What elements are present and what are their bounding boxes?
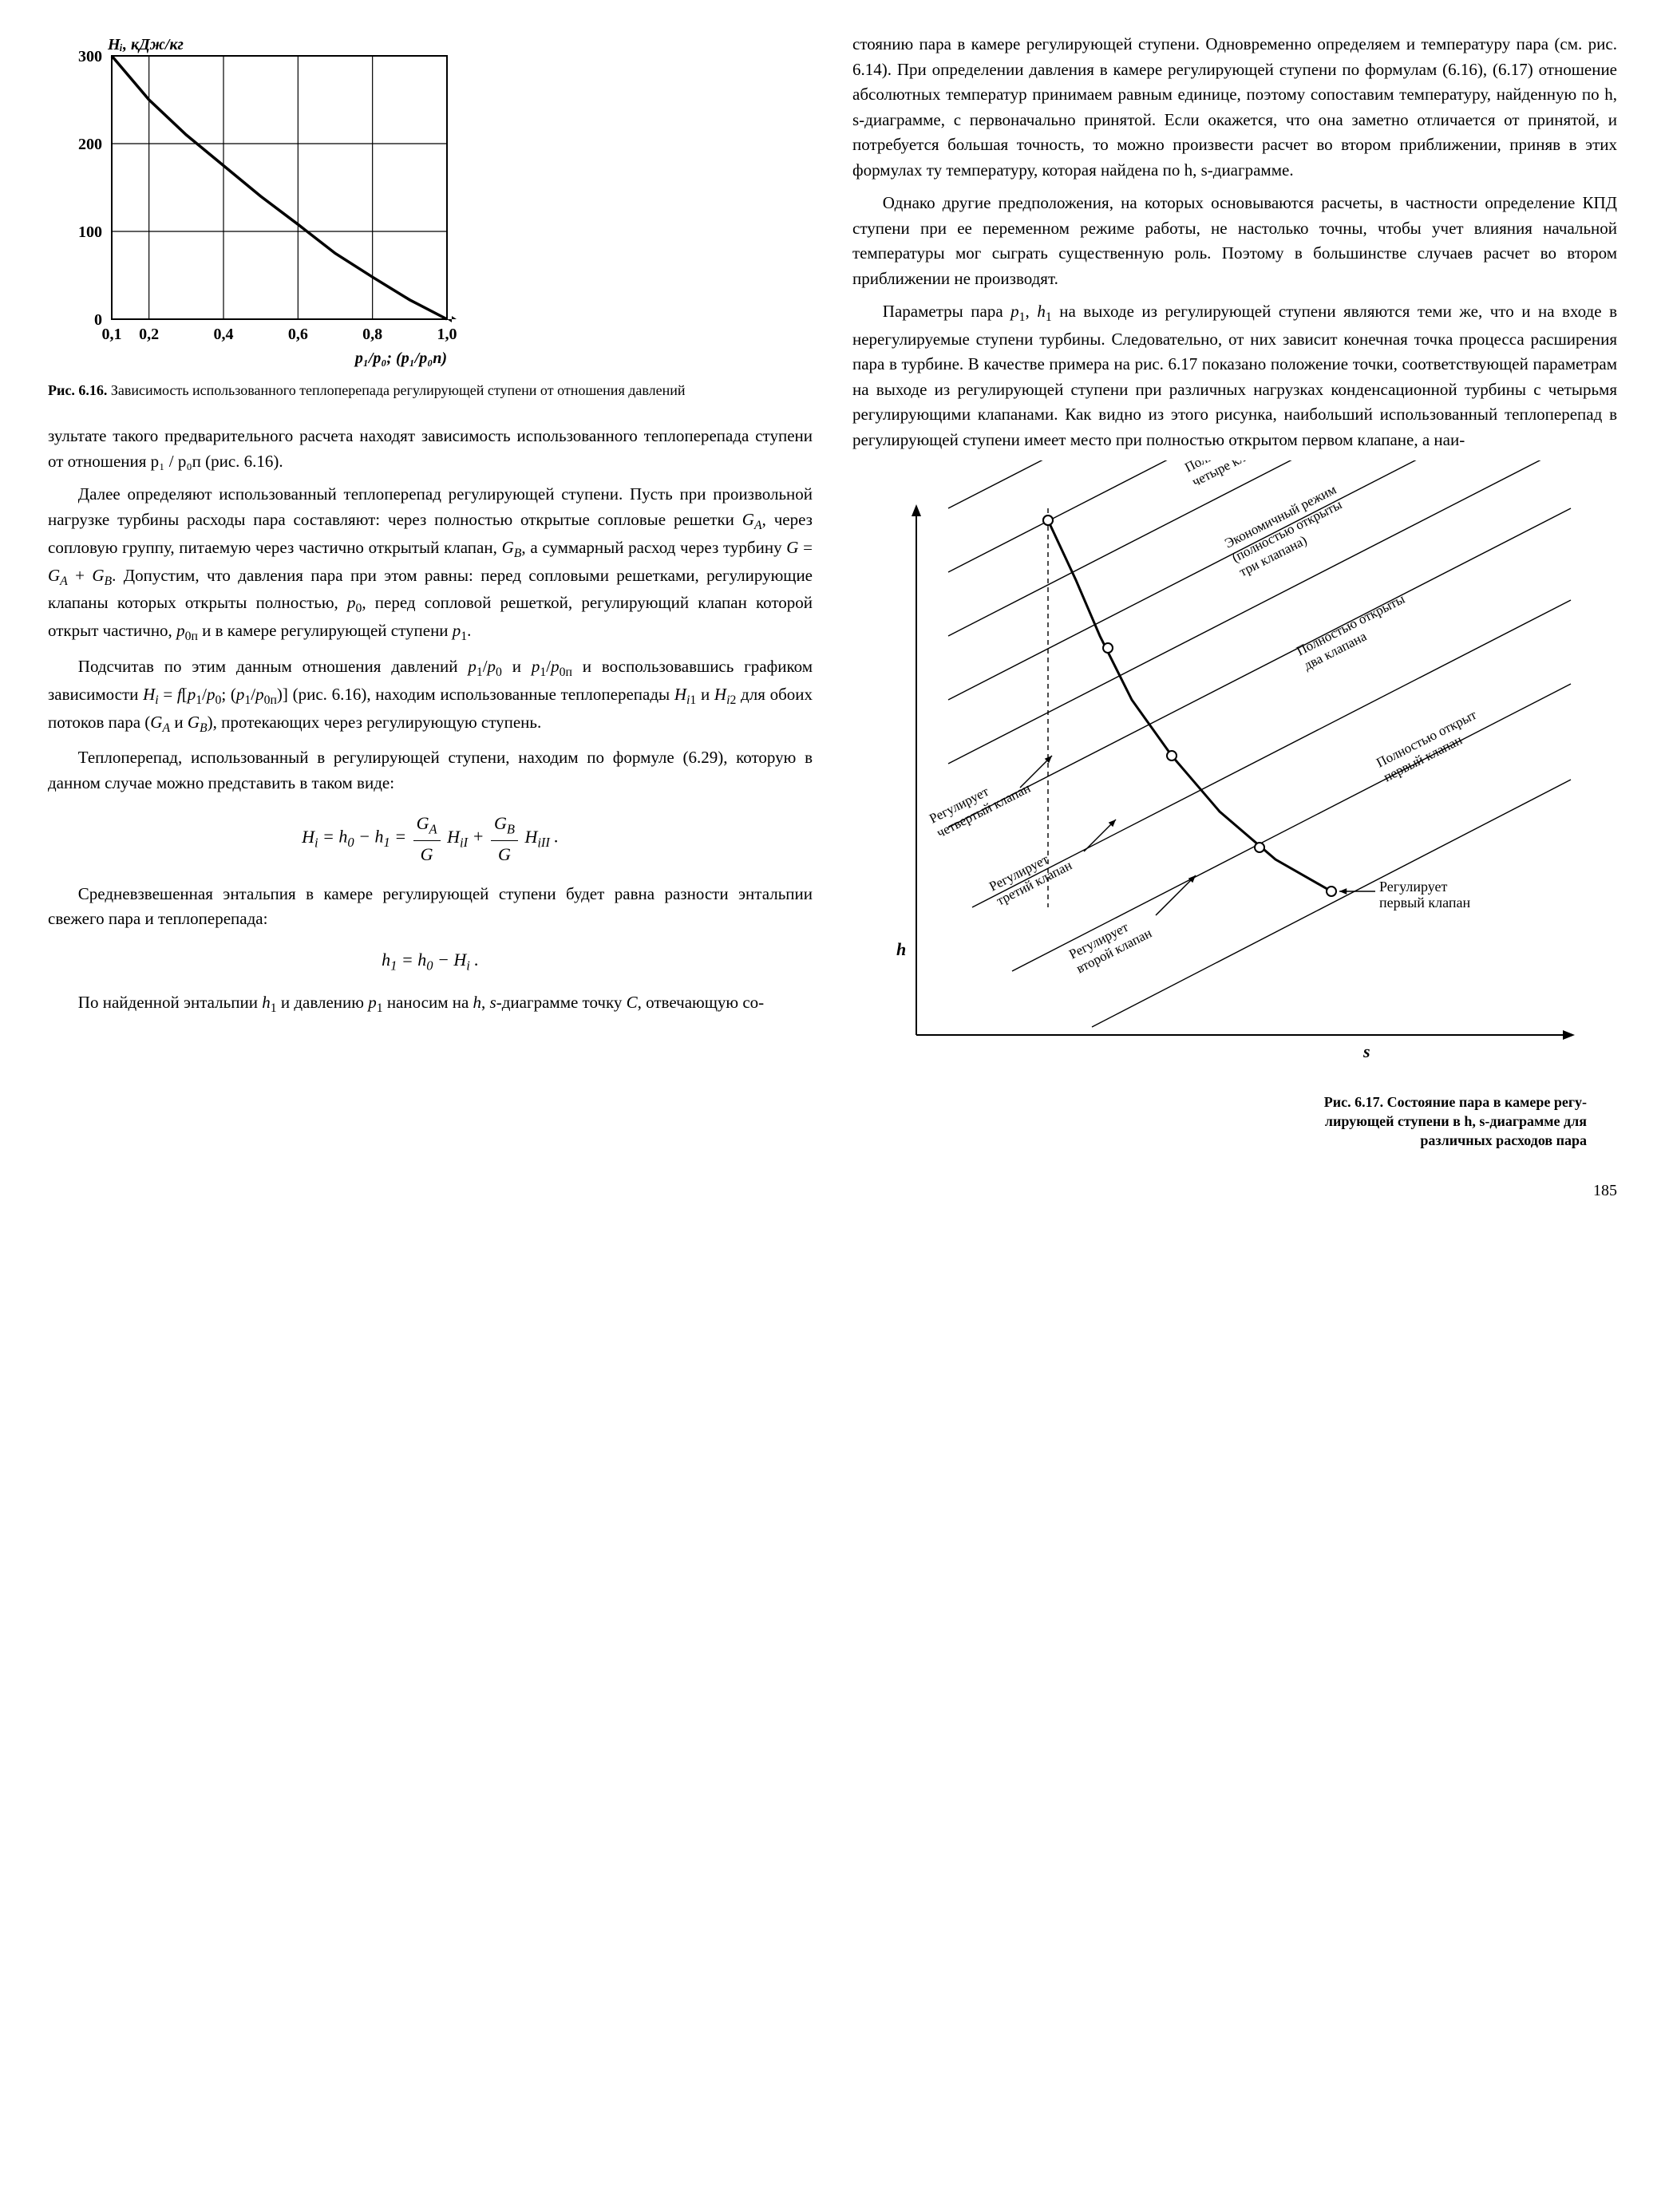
svg-text:200: 200 [78,136,102,153]
equation-h1: h1 = h0 − Hi . [48,946,813,976]
svg-text:s: s [1362,1041,1370,1061]
para-left-1: зультате такого предварительного расчета… [48,424,813,474]
para-left-2: Далее определяют использованный теплопер… [48,482,813,646]
para-left-4: Теплоперепад, использованный в регулирую… [48,745,813,796]
para-left-5: Средневзвешенная энтальпия в камере регу… [48,882,813,932]
svg-text:1,0: 1,0 [437,326,457,343]
svg-text:100: 100 [78,223,102,241]
equation-Hi: Hi = h0 − h1 = GAG HiI + GBG HiII . [48,810,813,867]
para-right-2: Однако другие предположения, на которых … [852,191,1617,291]
svg-text:Hᵢ, кДж/кг: Hᵢ, кДж/кг [107,36,184,53]
svg-text:0,4: 0,4 [214,326,234,343]
diagram-svg: hsПолностью открытычетыре клапанаЭкономи… [852,460,1603,1163]
svg-text:Регулирует: Регулирует [1379,879,1447,895]
svg-text:h: h [896,939,906,959]
para-left-3: Подсчитав по этим данным отношения давле… [48,654,813,737]
svg-text:0,6: 0,6 [288,326,308,343]
para-right-1: стоянию пара в камере регулирующей ступе… [852,32,1617,183]
svg-text:0,8: 0,8 [362,326,382,343]
svg-text:первый клапан: первый клапан [1379,895,1470,910]
right-column: стоянию пара в камере регулирующей ступе… [852,32,1617,1163]
svg-text:0,1: 0,1 [102,326,122,343]
para-left-6: По найденной энтальпии h1 и давлению p1 … [48,990,813,1018]
svg-text:0,2: 0,2 [139,326,159,343]
svg-text:0: 0 [94,311,102,329]
para-right-3: Параметры пара p1, h1 на выходе из регул… [852,299,1617,452]
svg-text:лирующей ступени в h, s-диагра: лирующей ступени в h, s-диаграмме для [1325,1113,1587,1129]
figure-6-16-caption: Рис. 6.16. Зависимость использованного т… [48,381,813,400]
svg-text:различных расходов пара: различных расходов пара [1420,1132,1587,1148]
svg-text:300: 300 [78,48,102,65]
page-number: 185 [48,1179,1617,1203]
left-column: 0,1 0,2 0,4 0,6 0,8 1,0 0 100 200 300 Hᵢ, кДж/кг p₁… [48,32,813,1163]
chart-svg: 0,1 0,2 0,4 0,6 0,8 1,0 0 100 200 300 Hᵢ, кДж/кг p₁… [48,32,463,375]
figure-6-16-chart: 0,1 0,2 0,4 0,6 0,8 1,0 0 100 200 300 Hᵢ, кДж/кг p₁… [48,32,813,375]
svg-text:Рис. 6.17. Состояние пара в ка: Рис. 6.17. Состояние пара в камере регу- [1324,1094,1587,1110]
svg-text:p₁/p₀; (p₁/p₀п): p₁/p₀; (p₁/p₀п) [354,350,447,367]
figure-6-17-diagram: hsПолностью открытычетыре клапанаЭкономи… [852,460,1617,1163]
